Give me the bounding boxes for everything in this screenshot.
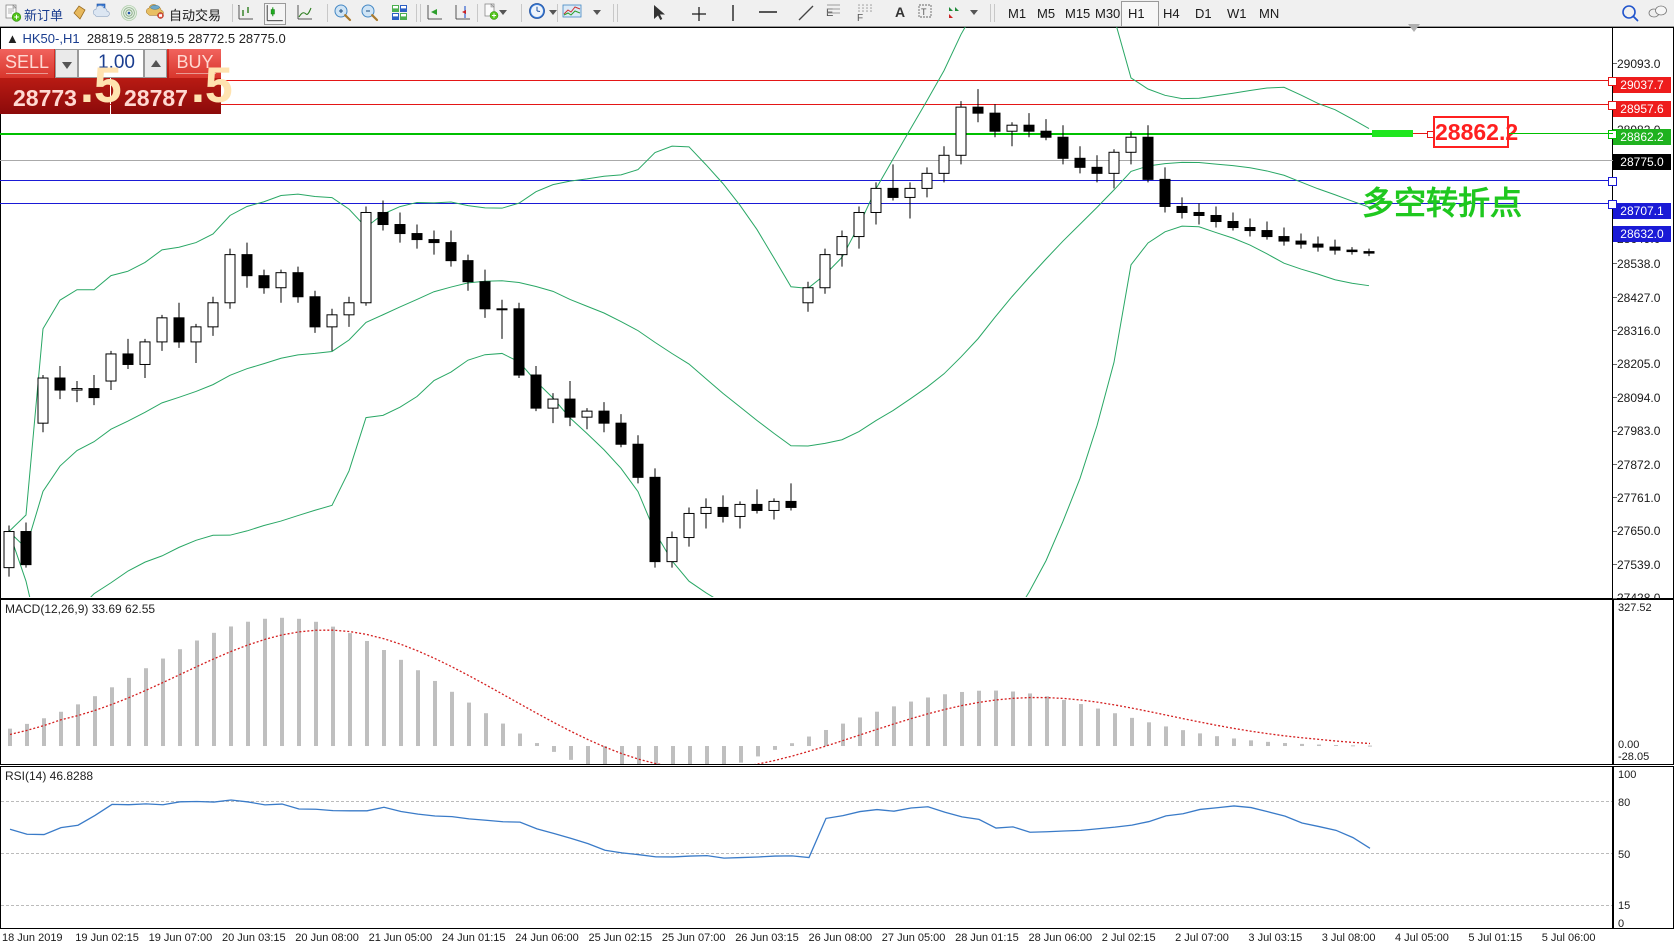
svg-text:T: T	[921, 7, 927, 17]
svg-text:F: F	[857, 13, 863, 22]
